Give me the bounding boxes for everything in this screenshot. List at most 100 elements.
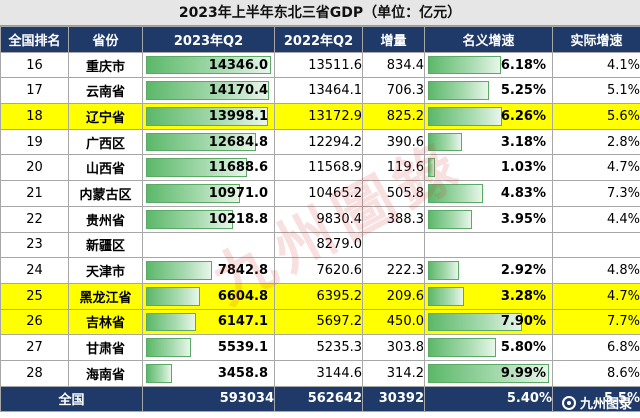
gdp-2023-bar <box>146 158 247 178</box>
header-q2-2022: 2022年Q2 <box>274 26 363 53</box>
table-row: 26 吉林省 6147.1 5697.2 450.0 7.90% 7.7% <box>0 308 640 336</box>
real-growth-cell: 7.7% <box>552 308 640 336</box>
nominal-growth-cell: 6.18% <box>424 51 553 79</box>
nominal-growth-value: 3.95% <box>500 211 546 227</box>
nominal-growth-cell: 4.83% <box>424 180 553 207</box>
nominal-growth-bar <box>428 363 549 383</box>
gdp-2022-cell: 13511.6 <box>274 51 363 79</box>
real-growth-cell: 6.8% <box>552 334 640 361</box>
province-cell: 云南省 <box>68 77 143 105</box>
gdp-2022-cell: 3144.6 <box>274 359 363 387</box>
nominal-growth-value: 1.03% <box>500 160 546 176</box>
nominal-growth-value: 3.18% <box>500 134 546 150</box>
table-row: 21 内蒙古区 10971.0 10465.2 505.8 4.83% 7.3% <box>0 180 640 207</box>
increase-cell: 450.0 <box>362 308 425 336</box>
gdp-2022-cell: 11568.9 <box>274 154 363 182</box>
gdp-2023-bar <box>146 81 270 101</box>
increase-cell: 209.6 <box>362 282 425 310</box>
gdp-2023-bar <box>146 363 172 383</box>
rank-cell: 22 <box>0 205 69 233</box>
brand-badge: 九州图录 <box>561 393 632 412</box>
gdp-2022-cell: 8279.0 <box>274 231 363 259</box>
header-q2-2023: 2023年Q2 <box>142 26 275 53</box>
rank-cell: 23 <box>0 231 69 259</box>
gdp-2023-cell: 6147.1 <box>142 308 275 336</box>
nominal-growth-bar <box>428 312 523 332</box>
nominal-growth-value: 7.90% <box>500 314 546 330</box>
nominal-growth-bar <box>428 286 464 306</box>
gdp-2023-cell <box>142 231 275 259</box>
province-cell: 吉林省 <box>68 308 143 336</box>
gdp-2023-value: 11688.6 <box>208 160 268 176</box>
gdp-2023-value: 7842.8 <box>217 263 268 279</box>
header-rank: 全国排名 <box>0 26 69 53</box>
table-row: 16 重庆市 14346.0 13511.6 834.4 6.18% 4.1% <box>0 51 640 79</box>
nominal-growth-bar <box>428 209 473 229</box>
gdp-2022-cell: 13464.1 <box>274 77 363 105</box>
rank-cell: 25 <box>0 282 69 310</box>
rank-cell: 27 <box>0 334 69 361</box>
table-row: 18 辽宁省 13998.1 13172.9 825.2 6.26% 5.6% <box>0 103 640 130</box>
nominal-growth-bar <box>428 81 489 101</box>
real-growth-cell: 7.3% <box>552 180 640 207</box>
gdp-2023-cell: 13998.1 <box>142 103 275 130</box>
province-cell: 贵州省 <box>68 205 143 233</box>
gdp-2023-cell: 14346.0 <box>142 51 275 79</box>
total-q2-2022: 562642 <box>274 385 363 413</box>
rank-cell: 21 <box>0 180 69 207</box>
table-header-row: 全国排名 省份 2023年Q2 2022年Q2 增量 名义增速 实际增速 <box>0 26 640 53</box>
table-row: 22 贵州省 10218.8 9830.4 388.3 3.95% 4.4% <box>0 205 640 233</box>
nominal-growth-value: 3.28% <box>500 288 546 304</box>
gdp-2022-cell: 5235.3 <box>274 334 363 361</box>
table-row: 20 山西省 11688.6 11568.9 119.6 1.03% 4.7% <box>0 154 640 182</box>
real-growth-cell: 8.6% <box>552 359 640 387</box>
nominal-growth-bar <box>428 55 501 75</box>
gdp-2023-value: 5539.1 <box>217 340 268 356</box>
table-row: 28 海南省 3458.8 3144.6 314.2 9.99% 8.6% <box>0 359 640 387</box>
table-row: 19 广西区 12684.8 12294.2 390.6 3.18% 2.8% <box>0 128 640 156</box>
chart-title: 2023年上半年东北三省GDP（单位：亿元） <box>0 0 640 26</box>
nominal-growth-value: 2.92% <box>500 263 546 279</box>
rank-cell: 18 <box>0 103 69 130</box>
gdp-2022-cell: 6395.2 <box>274 282 363 310</box>
table-row: 24 天津市 7842.8 7620.6 222.3 2.92% 4.8% <box>0 257 640 284</box>
gdp-table: 全国排名 省份 2023年Q2 2022年Q2 增量 名义增速 实际增速 16 重… <box>0 26 640 413</box>
gdp-2023-bar <box>146 184 241 203</box>
total-row: 全国 593034 562642 30392 5.40% 5.5% <box>0 385 640 413</box>
gdp-2023-cell: 12684.8 <box>142 128 275 156</box>
nominal-growth-cell: 3.18% <box>424 128 553 156</box>
gdp-2023-value: 14170.4 <box>208 83 268 99</box>
gdp-2023-cell: 6604.8 <box>142 282 275 310</box>
real-growth-cell: 4.4% <box>552 205 640 233</box>
rank-cell: 28 <box>0 359 69 387</box>
rank-cell: 24 <box>0 257 69 284</box>
increase-cell: 706.3 <box>362 77 425 105</box>
nominal-growth-cell: 5.25% <box>424 77 553 105</box>
province-cell: 重庆市 <box>68 51 143 79</box>
table-row: 25 黑龙江省 6604.8 6395.2 209.6 3.28% 4.7% <box>0 282 640 310</box>
nominal-growth-value: 5.25% <box>500 83 546 99</box>
province-cell: 新疆区 <box>68 231 143 259</box>
gdp-2023-value: 6604.8 <box>217 288 268 304</box>
gdp-2022-cell: 10465.2 <box>274 180 363 207</box>
nominal-growth-value: 6.18% <box>500 57 546 73</box>
nominal-growth-value: 5.80% <box>500 340 546 356</box>
nominal-growth-bar <box>428 184 484 203</box>
rank-cell: 26 <box>0 308 69 336</box>
table-row: 23 新疆区 8279.0 <box>0 231 640 259</box>
increase-cell: 388.3 <box>362 205 425 233</box>
gdp-2023-value: 10218.8 <box>208 211 268 227</box>
nominal-growth-bar <box>428 261 460 280</box>
gdp-2022-cell: 13172.9 <box>274 103 363 130</box>
province-cell: 广西区 <box>68 128 143 156</box>
gdp-2023-bar <box>146 338 191 357</box>
real-growth-cell <box>552 231 640 259</box>
gdp-2023-cell: 11688.6 <box>142 154 275 182</box>
real-growth-cell: 4.1% <box>552 51 640 79</box>
province-cell: 内蒙古区 <box>68 180 143 207</box>
nominal-growth-value: 4.83% <box>500 185 546 201</box>
gdp-2022-cell: 9830.4 <box>274 205 363 233</box>
gdp-2023-cell: 14170.4 <box>142 77 275 105</box>
province-cell: 黑龙江省 <box>68 282 143 310</box>
header-province: 省份 <box>68 26 143 53</box>
